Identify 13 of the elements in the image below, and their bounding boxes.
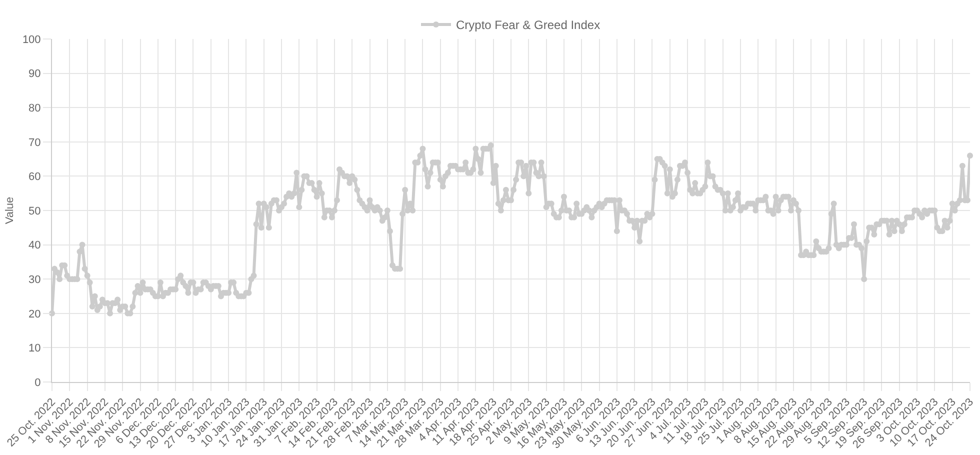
legend-label: Crypto Fear & Greed Index: [456, 18, 600, 32]
y-tick-label: 90: [28, 68, 41, 80]
y-tick-label: 100: [22, 34, 41, 46]
y-tick-label: 70: [28, 136, 41, 149]
y-tick-label: 10: [28, 342, 41, 355]
y-tick-label: 20: [28, 308, 41, 320]
y-tick-label: 40: [28, 240, 41, 252]
y-tick-label: 30: [28, 274, 41, 286]
y-tick-label: 60: [28, 171, 41, 184]
y-tick-label: 0: [34, 376, 41, 389]
y-tick-label: 50: [28, 205, 41, 218]
y-tick-label: 80: [28, 102, 41, 114]
y-axis-title: Value: [4, 196, 16, 224]
